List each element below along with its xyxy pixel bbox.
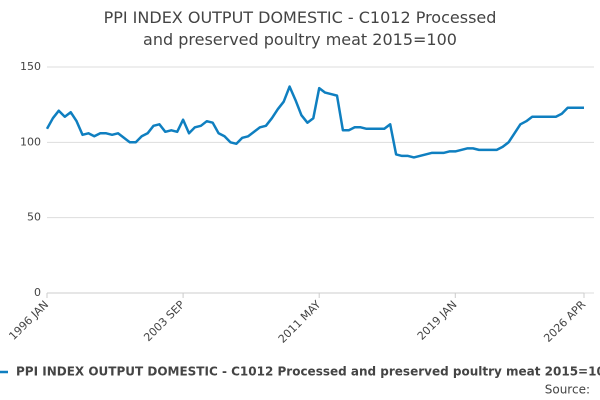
source: Source:: [545, 383, 590, 397]
y-tick-label: 100: [20, 135, 41, 148]
chart-title: PPI INDEX OUTPUT DOMESTIC - C1012 Proces…: [104, 8, 497, 49]
legend-label: PPI INDEX OUTPUT DOMESTIC - C1012 Proces…: [16, 365, 600, 379]
x-tick-label: 2019 JAN: [415, 298, 460, 343]
x-tick-label: 2011 MAY: [276, 298, 324, 346]
data-line: [45, 85, 584, 159]
x-tick-label: 2026 APR: [541, 298, 588, 345]
y-tick-label: 50: [27, 211, 41, 224]
y-tick-label: 150: [20, 60, 41, 73]
x-tick-label: 1996 JAN: [6, 298, 51, 343]
x-tick-label: 2003 SEP: [141, 298, 187, 344]
y-tick-label: 0: [34, 286, 41, 299]
